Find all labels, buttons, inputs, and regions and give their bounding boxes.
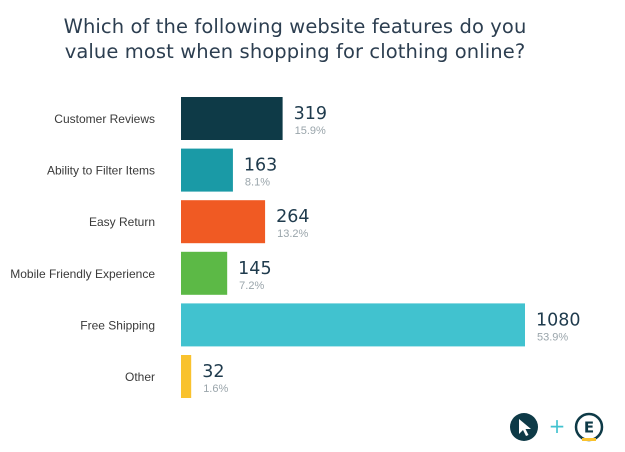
category-label-other: Other (125, 370, 155, 384)
percent-label-customer-reviews: 15.9% (295, 125, 326, 137)
category-label-easy-return: Easy Return (89, 215, 155, 229)
percent-label-ability-to-filter-items: 8.1% (245, 177, 270, 189)
category-label-customer-reviews: Customer Reviews (54, 112, 155, 126)
bar-easy-return (181, 200, 266, 244)
category-label-ability-to-filter-items: Ability to Filter Items (47, 164, 155, 178)
cursor-icon (510, 413, 538, 441)
chart-title: Which of the following website features … (0, 14, 590, 64)
value-label-ability-to-filter-items: 163 (244, 156, 277, 176)
bar-ability-to-filter-items (181, 148, 233, 192)
percent-label-other: 1.6% (203, 383, 228, 395)
bar-free-shipping (181, 303, 525, 347)
brand-logo: + E (510, 412, 604, 442)
e-circle-icon: E (574, 412, 604, 442)
percent-label-free-shipping: 53.9% (537, 331, 568, 343)
percent-label-easy-return: 13.2% (277, 228, 308, 240)
value-label-free-shipping: 1080 (536, 310, 581, 330)
bar-mobile-friendly-experience (181, 251, 228, 295)
logo-letter: E (584, 419, 594, 437)
value-label-mobile-friendly-experience: 145 (238, 259, 271, 279)
value-label-customer-reviews: 319 (294, 104, 327, 124)
category-label-mobile-friendly-experience: Mobile Friendly Experience (10, 267, 155, 281)
chart-title-line-2: value most when shopping for clothing on… (64, 40, 526, 63)
chart-title-line-1: Which of the following website features … (63, 15, 527, 38)
bar-other (181, 355, 192, 398)
value-label-easy-return: 264 (276, 207, 309, 227)
bar-customer-reviews (181, 97, 283, 140)
category-label-free-shipping: Free Shipping (80, 318, 155, 332)
logo-plus: + (549, 414, 566, 438)
percent-label-mobile-friendly-experience: 7.2% (239, 280, 264, 292)
value-label-other: 32 (202, 362, 224, 382)
